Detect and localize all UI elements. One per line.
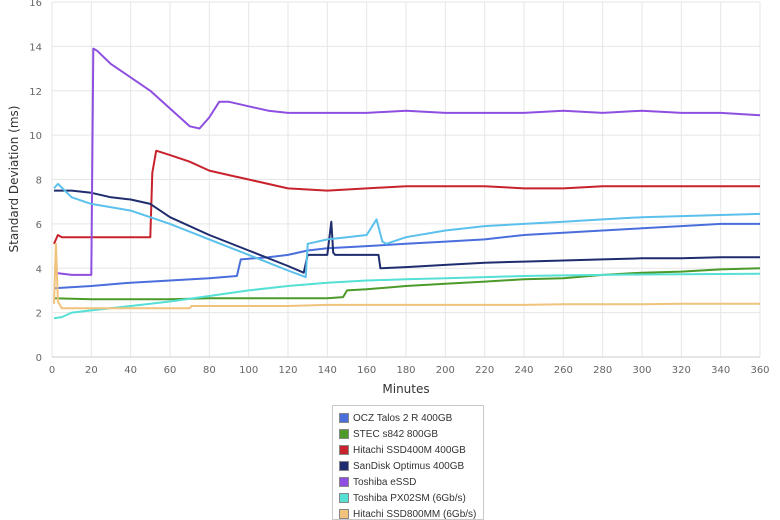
- legend-item[interactable]: Toshiba PX02SM (6Gb/s): [339, 490, 483, 506]
- y-tick-label: 6: [36, 220, 42, 231]
- x-tick-label: 40: [124, 365, 137, 376]
- y-tick-label: 2: [36, 309, 42, 320]
- x-tick-label: 300: [632, 365, 651, 376]
- x-tick-label: 60: [164, 365, 177, 376]
- legend-label: Toshiba PX02SM (6Gb/s): [353, 492, 466, 504]
- series-line-2: [53, 267, 761, 301]
- y-tick-label: 0: [36, 353, 42, 364]
- chart-legend: OCZ Talos 2 R 400GB STEC s842 800GB Hitach…: [332, 405, 484, 520]
- x-tick-label: 20: [85, 365, 98, 376]
- x-axis-title: Minutes: [382, 382, 429, 396]
- x-tick-label: 320: [672, 365, 691, 376]
- legend-swatch: [339, 429, 349, 439]
- x-tick-label: 260: [554, 365, 573, 376]
- x-tick-label: 340: [711, 365, 730, 376]
- x-tick-label: 160: [357, 365, 376, 376]
- legend-label: Hitachi SSD400M 400GB: [353, 444, 466, 456]
- legend-swatch: [339, 445, 349, 455]
- x-tick-label: 120: [278, 365, 297, 376]
- y-tick-label: 10: [29, 131, 42, 142]
- y-tick-label: 14: [29, 42, 42, 53]
- y-tick-label: 4: [36, 264, 42, 275]
- legend-label: Hitachi SSD800MM (6Gb/s): [353, 508, 477, 520]
- legend-item[interactable]: Hitachi SSD400M 400GB: [339, 442, 483, 458]
- legend-item[interactable]: OCZ Talos 2 R 400GB: [339, 410, 483, 426]
- series-line-5: [53, 47, 761, 276]
- series-lines: [53, 47, 761, 320]
- series-line-8: [53, 182, 761, 279]
- legend-swatch: [339, 509, 349, 519]
- series-line-4: [54, 189, 760, 274]
- y-tick-label: 12: [29, 87, 42, 98]
- x-tick-label: 0: [49, 365, 55, 376]
- x-tick-label: 360: [750, 365, 769, 376]
- legend-item[interactable]: SanDisk Optimus 400GB: [339, 458, 483, 474]
- x-tick-label: 80: [203, 365, 216, 376]
- y-tick-label: 16: [29, 0, 42, 9]
- legend-item[interactable]: STEC s842 800GB: [339, 426, 483, 442]
- legend-label: STEC s842 800GB: [353, 428, 439, 440]
- legend-item[interactable]: Toshiba eSSD: [339, 474, 483, 490]
- x-tick-label: 220: [475, 365, 494, 376]
- series-line-1: [53, 222, 760, 290]
- x-tick-label: 240: [514, 365, 533, 376]
- legend-label: OCZ Talos 2 R 400GB: [353, 412, 453, 424]
- x-tick-label: 140: [318, 365, 337, 376]
- x-tick-label: 100: [239, 365, 258, 376]
- legend-swatch: [339, 461, 349, 471]
- x-tick-label: 180: [396, 365, 415, 376]
- legend-label: Toshiba eSSD: [353, 476, 417, 488]
- x-tick-label: 280: [593, 365, 612, 376]
- legend-swatch: [339, 493, 349, 503]
- legend-label: SanDisk Optimus 400GB: [353, 460, 465, 472]
- series-line-7: [53, 242, 760, 310]
- legend-swatch: [339, 413, 349, 423]
- y-tick-label: 8: [36, 176, 42, 187]
- series-line-3: [53, 149, 760, 245]
- y-axis-title: Standard Deviation (ms): [7, 106, 21, 253]
- legend-item[interactable]: Hitachi SSD800MM (6Gb/s): [339, 506, 483, 520]
- x-tick-label: 200: [436, 365, 455, 376]
- legend-swatch: [339, 477, 349, 487]
